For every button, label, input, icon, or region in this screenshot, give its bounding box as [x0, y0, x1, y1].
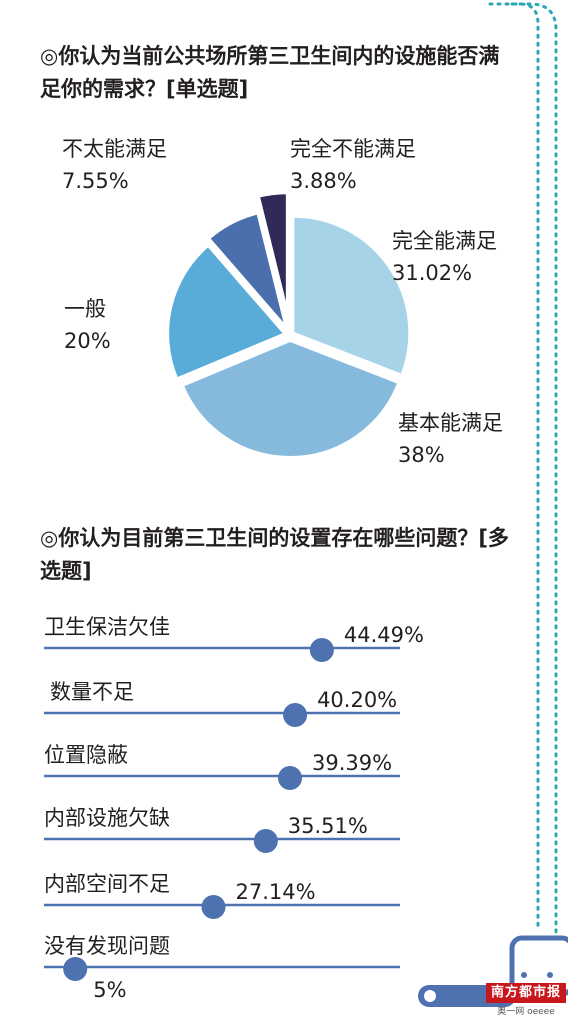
bar-category-label: 数量不足 [50, 680, 134, 704]
bar-value-marker [283, 703, 308, 727]
pie-chart: 完全能满足 31.02% 基本能满足 38% 一般 20% 不太能满足 7.55% 完全不能满足… [62, 137, 503, 467]
pie-slice-value: 38% [398, 443, 445, 467]
pie-slice-value: 31.02% [392, 261, 472, 285]
pie-slice-value: 3.88% [290, 169, 357, 193]
pie-slice [181, 339, 400, 458]
pie-slice-label: 完全不能满足 [290, 137, 416, 161]
bar-category-label: 内部空间不足 [44, 872, 170, 896]
bar-category-label: 位置隐蔽 [44, 743, 128, 767]
bar-category-label: 卫生保洁欠佳 [44, 615, 170, 639]
bar-value-marker [309, 638, 334, 662]
pie-slice-label: 基本能满足 [398, 411, 503, 435]
bar-value-marker [278, 766, 303, 790]
bar-value-label: 35.51% [288, 814, 368, 838]
bar-value-marker [63, 957, 88, 981]
bar-value-label: 44.49% [344, 623, 424, 647]
bar-value-label: 27.14% [236, 880, 316, 904]
bar-value-marker [201, 895, 226, 919]
bar-value-marker [253, 829, 278, 853]
pie-slice [257, 192, 288, 310]
pie-question-title: ◎你认为当前公共场所第三卫生间内的设施能否满足你的需求？[单选题] [40, 44, 500, 101]
bar-value-label: 39.39% [312, 751, 392, 775]
bar-category-label: 没有发现问题 [44, 934, 170, 958]
bar-value-label: 5% [93, 978, 126, 1002]
pie-slice [292, 215, 411, 376]
brand-logo: 南方都市报 [486, 983, 566, 1003]
bar-question-title: ◎你认为目前第三卫生间的设置存在哪些问题？[多选题] [40, 526, 509, 583]
pie-slice-value: 7.55% [62, 169, 129, 193]
bar-category-label: 内部设施欠缺 [44, 806, 170, 830]
pie-slice-label: 不太能满足 [62, 137, 167, 161]
bar-value-label: 40.20% [317, 688, 397, 712]
pie-slice-label: 完全能满足 [392, 229, 497, 253]
pie-slice-label: 一般 [64, 297, 106, 321]
brand-subtitle: 奥一网 oeeee [497, 1007, 555, 1017]
pie-slice [207, 212, 287, 327]
pie-slice-value: 20% [64, 329, 111, 353]
pie-slice [167, 244, 286, 380]
